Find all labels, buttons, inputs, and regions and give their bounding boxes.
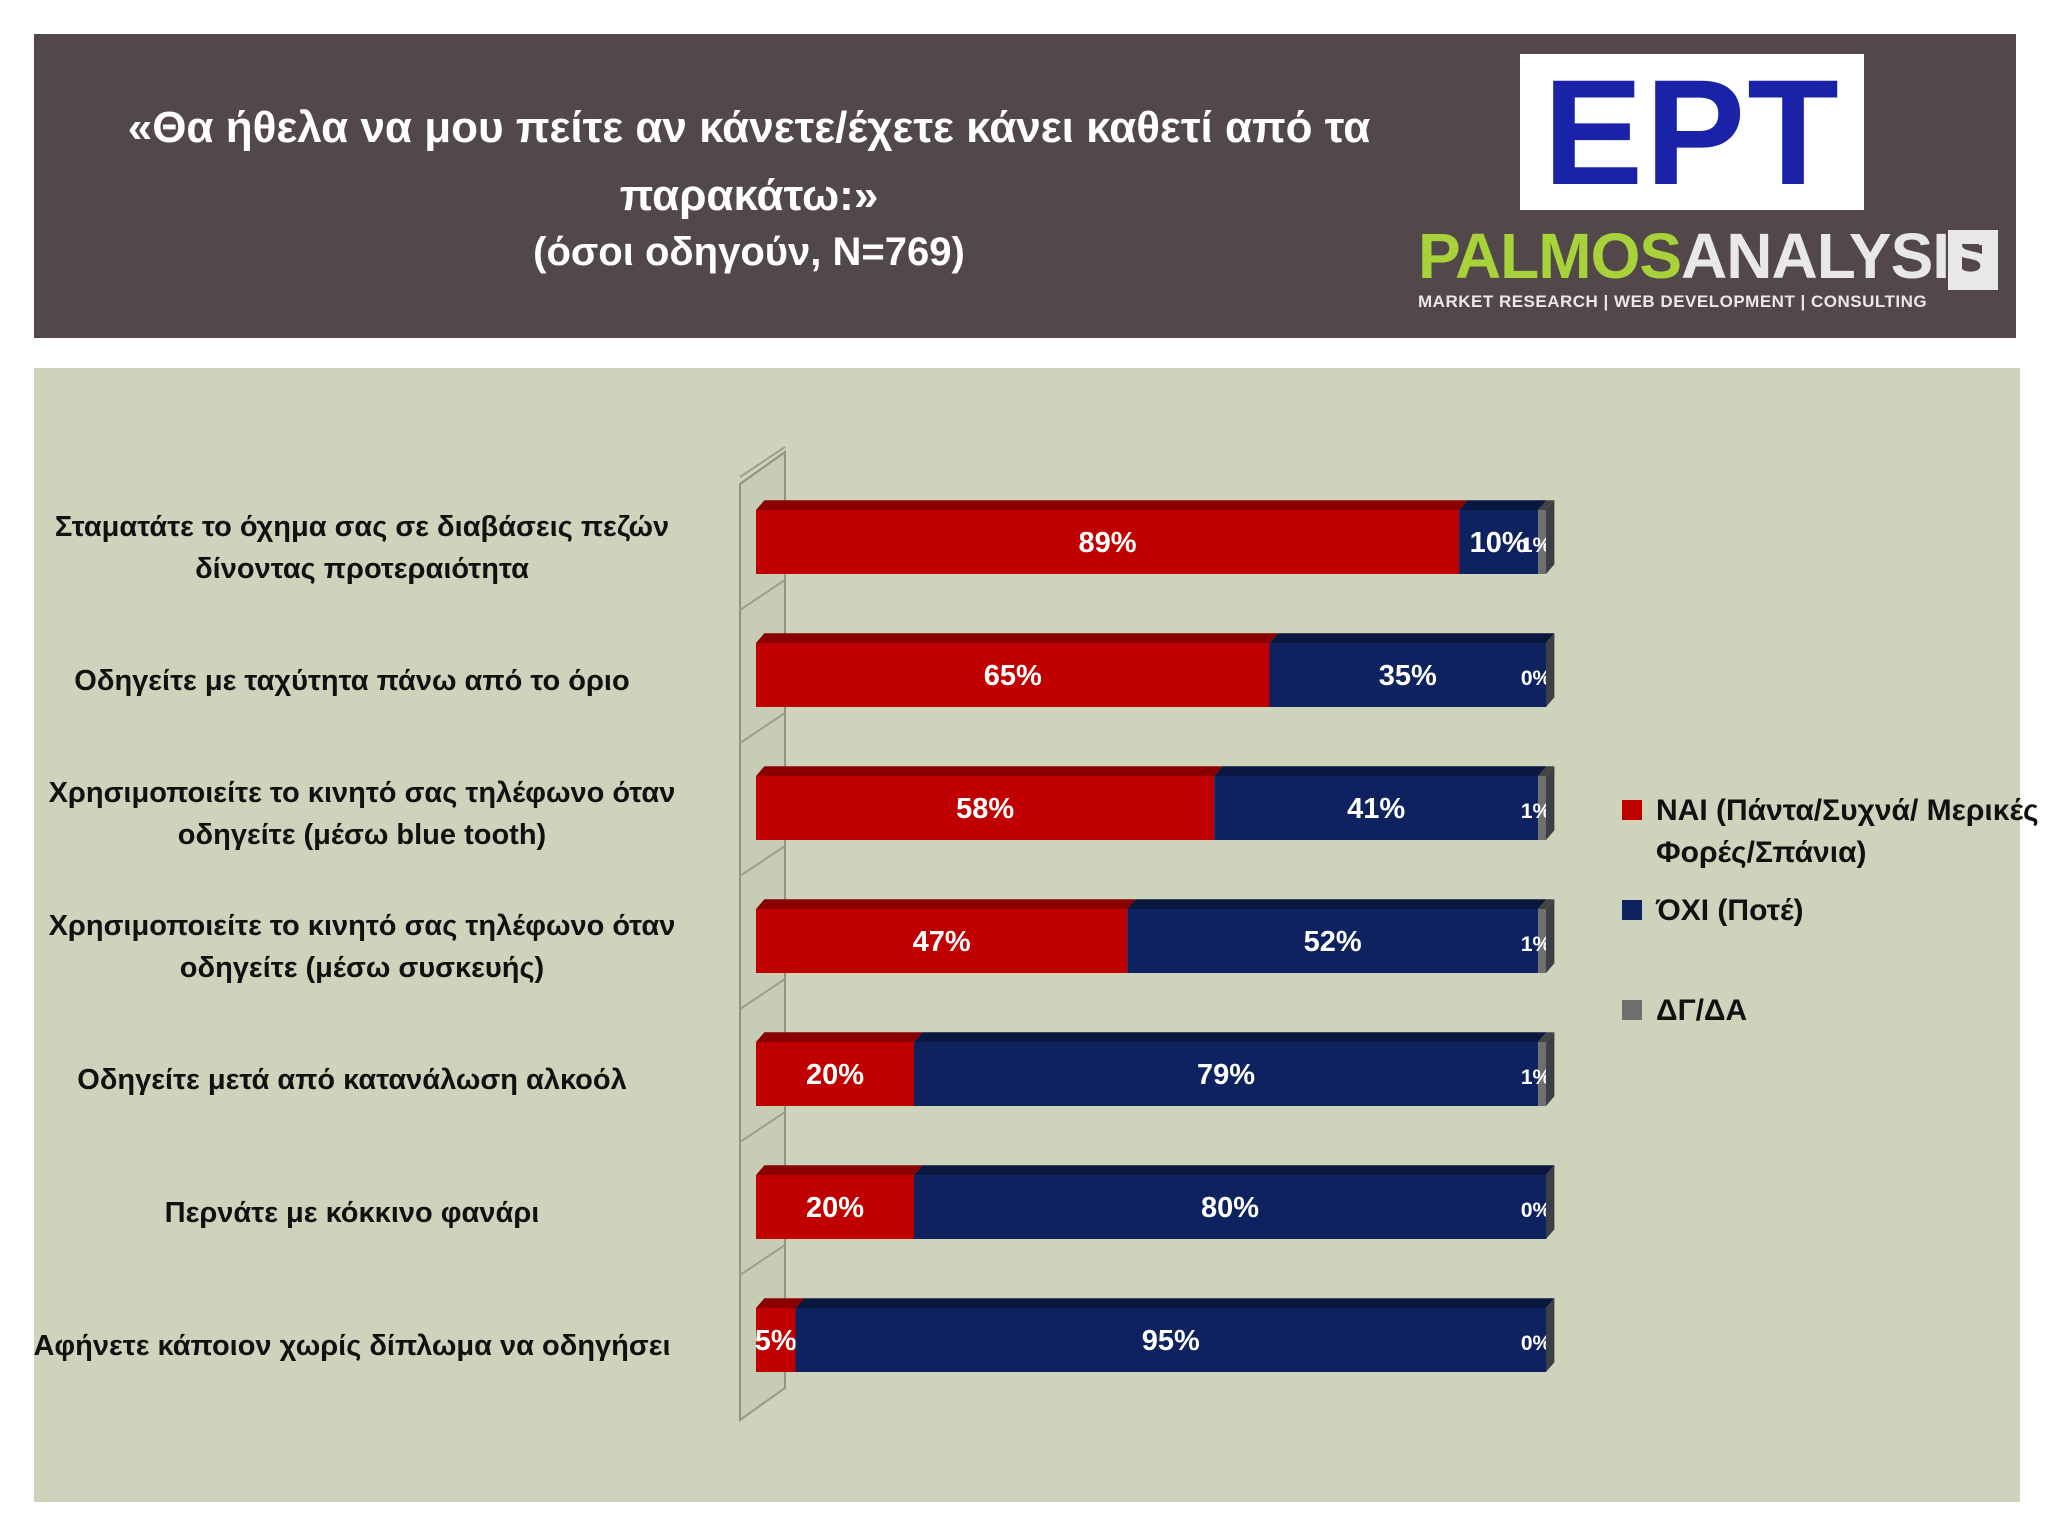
bar-segment-dk <box>1538 776 1546 840</box>
palmos-logo-word: PALMOSANALYSIS <box>1418 220 1992 292</box>
bar-segment-yes <box>756 1175 914 1239</box>
ert-logo-text: EPT <box>1543 48 1841 216</box>
data-label-no: 80% <box>1201 1192 1259 1224</box>
data-label-no: 79% <box>1197 1059 1255 1091</box>
bar-end-cap <box>1546 1165 1555 1239</box>
bar-segment-no <box>1214 776 1539 840</box>
category-label: Αφήνετε κάποιον χωρίς δίπλωμα να οδηγήσε… <box>33 1330 671 1362</box>
bar-segment-yes <box>756 909 1128 973</box>
bar-top-face <box>1459 500 1547 510</box>
data-label-dk: 0% <box>1521 1332 1552 1355</box>
bar-end-cap <box>1546 1032 1555 1106</box>
bar-top-face <box>756 1032 923 1042</box>
data-label-dk: 1% <box>1521 800 1552 823</box>
data-label-dk: 1% <box>1521 933 1552 956</box>
category-label: Οδηγείτε μετά από κατανάλωση αλκοόλ <box>77 1064 627 1096</box>
palmos-logo-part-b: ANALYSIS <box>1681 220 1992 292</box>
bar-segment-yes <box>756 1308 796 1372</box>
data-label-dk: 0% <box>1521 667 1552 690</box>
palmos-logo-part-a: PALMOS <box>1418 220 1682 292</box>
bar-segment-no <box>795 1308 1546 1372</box>
category-label: Σταματάτε το όχημα σας σε διαβάσεις πεζώ… <box>54 511 670 585</box>
bar-end-cap <box>1546 766 1555 840</box>
data-label-dk: 1% <box>1521 1066 1552 1089</box>
bar-top-face <box>756 899 1136 909</box>
legend-swatch-yes <box>1622 800 1642 820</box>
data-label-yes: 65% <box>984 660 1042 692</box>
bar-top-face <box>1538 899 1555 909</box>
axis-tick <box>739 1387 786 1421</box>
bar-top-face <box>1538 766 1555 776</box>
category-label: Χρησιμοποιείτε το κινητό σας τηλέφωνο ότ… <box>48 777 676 851</box>
bar-segment-no <box>914 1042 1539 1106</box>
bar-segment-dk <box>1538 1042 1546 1106</box>
bar-top-face <box>756 1165 923 1175</box>
bar-segment-no <box>914 1175 1546 1239</box>
axis-tick <box>739 579 786 611</box>
legend-swatch-dk <box>1622 1000 1642 1020</box>
axis-tick <box>739 446 786 478</box>
data-label-no: 95% <box>1142 1325 1200 1357</box>
axis-tick <box>739 978 786 1010</box>
data-label-yes: 47% <box>913 926 971 958</box>
palmos-logo-mark-icon <box>1948 230 1998 290</box>
bar-top-face <box>756 766 1223 776</box>
data-label-no: 52% <box>1304 926 1362 958</box>
bar-segment-dk <box>1538 510 1546 574</box>
palmos-logo: PALMOSANALYSIS MARKET RESEARCH | WEB DEV… <box>1418 220 1998 311</box>
bar-top-face <box>756 1298 804 1308</box>
bar-top-face <box>1538 500 1555 510</box>
category-label: Οδηγείτε με ταχύτητα πάνω από το όριο <box>74 665 630 697</box>
data-label-no: 35% <box>1379 660 1437 692</box>
legend-label-dk: ΔΓ/ΔΑ <box>1656 994 1748 1027</box>
data-label-yes: 20% <box>806 1059 864 1091</box>
axis-tick <box>739 712 786 744</box>
legend-swatch-no <box>1622 900 1642 920</box>
data-label-dk: 0% <box>1521 1199 1552 1222</box>
bar-segment-no <box>1459 510 1539 574</box>
bar-segment-no <box>1269 643 1546 707</box>
data-label-no: 10% <box>1470 527 1528 559</box>
data-label-yes: 5% <box>755 1325 797 1357</box>
data-label-yes: 89% <box>1079 527 1137 559</box>
bar-segment-yes <box>756 776 1215 840</box>
bar-end-cap <box>1546 899 1555 973</box>
data-label-yes: 58% <box>956 793 1014 825</box>
bar-top-face <box>1269 633 1555 643</box>
category-label: Χρησιμοποιείτε το κινητό σας τηλέφωνο ότ… <box>48 910 676 984</box>
bar-top-face <box>756 500 1468 510</box>
bar-segment-yes <box>756 1042 914 1106</box>
bar-end-cap <box>1546 633 1555 707</box>
chart-title: «Θα ήθελα να μου πείτε αν κάνετε/έχετε κ… <box>127 103 1371 220</box>
axis-tick <box>739 1244 786 1276</box>
legend-label-no: ΌΧΙ (Ποτέ) <box>1656 894 1804 927</box>
data-label-yes: 20% <box>806 1192 864 1224</box>
bar-top-face <box>914 1032 1547 1042</box>
bar-end-cap <box>1546 500 1555 574</box>
axis-tick <box>739 845 786 877</box>
axis-tick <box>739 1111 786 1143</box>
bar-top-face <box>1127 899 1547 909</box>
ert-logo: EPT <box>1520 54 1864 210</box>
data-label-dk: 1% <box>1521 534 1552 557</box>
data-label-no: 41% <box>1347 793 1405 825</box>
category-label: Περνάτε με κόκκινο φανάρι <box>164 1197 540 1229</box>
bar-top-face <box>1214 766 1547 776</box>
legend-label-yes: ΝΑΙ (Πάντα/Συχνά/ Μερικές Φορές/Σπάνια) <box>1656 794 2039 869</box>
bar-segment-yes <box>756 643 1270 707</box>
bar-end-cap <box>1546 1298 1555 1372</box>
bar-top-face <box>795 1298 1555 1308</box>
bar-segment-no <box>1127 909 1539 973</box>
chart-subtitle: (όσοι οδηγούν, N=769) <box>533 230 965 274</box>
bar-top-face <box>914 1165 1555 1175</box>
bar-top-face <box>1538 1032 1555 1042</box>
bar-segment-dk <box>1538 909 1546 973</box>
bar-top-face <box>756 633 1278 643</box>
bar-segment-yes <box>756 510 1460 574</box>
header-banner: «Θα ήθελα να μου πείτε αν κάνετε/έχετε κ… <box>34 34 2016 338</box>
palmos-logo-tagline: MARKET RESEARCH | WEB DEVELOPMENT | CONS… <box>1418 292 1928 311</box>
